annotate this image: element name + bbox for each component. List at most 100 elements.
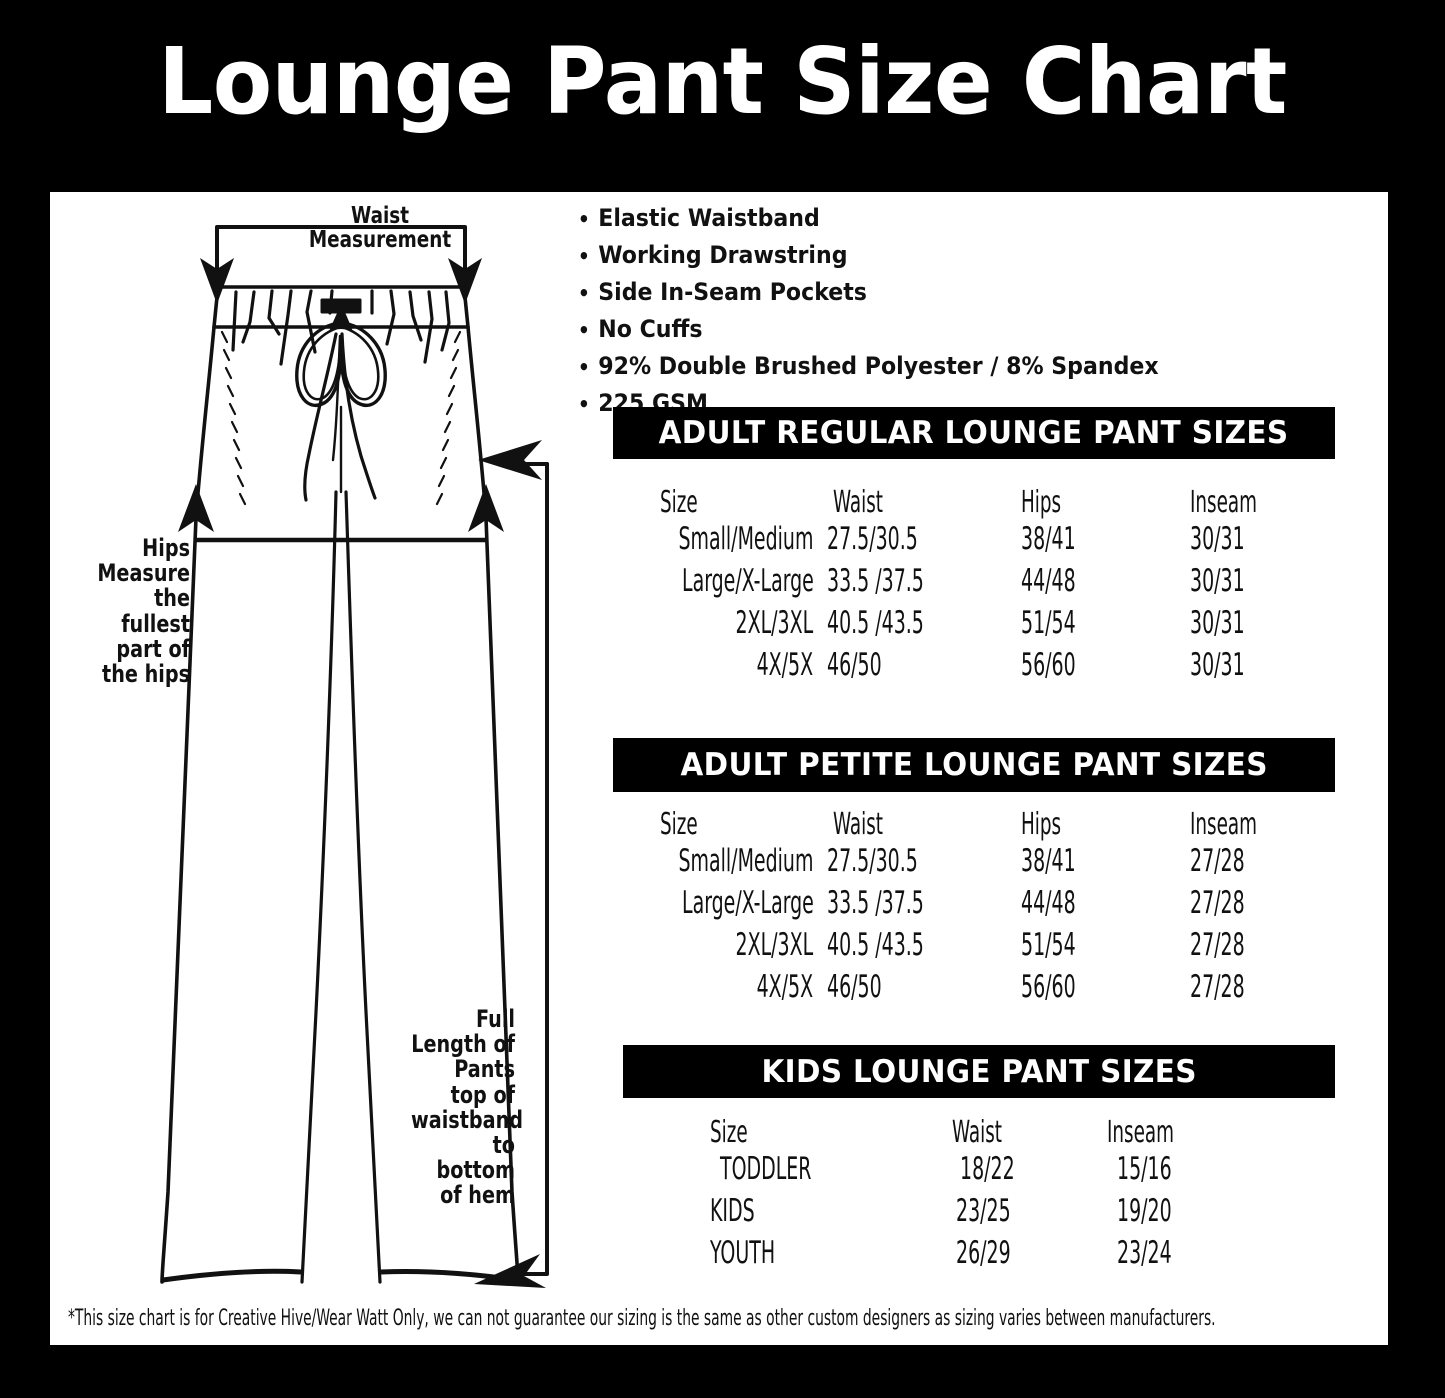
page-title: Lounge Pant Size Chart	[158, 28, 1287, 135]
table-adult-petite: Size Waist Hips Inseam Small/Medium 27.5…	[615, 792, 1345, 1008]
cell-inseam: 27/28	[1190, 968, 1245, 1005]
cell-inseam: 27/28	[1190, 884, 1245, 921]
feature-item: 92% Double Brushed Polyester / 8% Spande…	[578, 352, 1158, 380]
cell-hips: 44/48	[1021, 884, 1076, 921]
cell-size: YOUTH	[710, 1234, 776, 1271]
table-row: TODDLER 18/22 15/16	[615, 1148, 1335, 1190]
hips-label-line: Measure	[97, 559, 190, 588]
cell-waist: 40.5 /43.5	[827, 926, 925, 963]
cell-size: 4X/5X	[756, 968, 814, 1005]
cell-size: TODDLER	[720, 1150, 812, 1187]
hips-label-line: part of	[116, 634, 190, 663]
table-header-row: Size Waist Inseam	[615, 1100, 1335, 1148]
column-header-inseam: Inseam	[1190, 807, 1258, 842]
length-label-line: Pants	[454, 1055, 515, 1084]
section-header-kids: KIDS LOUNGE PANT SIZES	[623, 1045, 1335, 1098]
column-header-size: Size	[660, 807, 698, 842]
table-row: 2XL/3XL 40.5 /43.5 51/54 27/28	[615, 924, 1345, 966]
table-header-row: Size Waist Hips Inseam	[615, 792, 1345, 840]
cell-inseam: 27/28	[1190, 842, 1245, 879]
cell-hips: 51/54	[1021, 926, 1076, 963]
cell-hips: 56/60	[1021, 646, 1076, 683]
cell-waist: 18/22	[960, 1150, 1015, 1187]
cell-size: KIDS	[710, 1192, 755, 1229]
cell-inseam: 19/20	[1117, 1192, 1172, 1229]
section-header-kids-label: KIDS LOUNGE PANT SIZES	[761, 1053, 1197, 1090]
cell-size: 2XL/3XL	[735, 604, 814, 641]
hips-label-line: the hips	[102, 659, 190, 688]
cell-hips: 38/41	[1021, 842, 1076, 879]
disclaimer-text: *This size chart is for Creative Hive/We…	[68, 1306, 1216, 1331]
cell-waist: 33.5 /37.5	[827, 884, 925, 921]
table-header-row: Size Waist Hips Inseam	[615, 470, 1345, 518]
cell-inseam: 15/16	[1117, 1150, 1172, 1187]
feature-item: Working Drawstring	[578, 241, 1159, 269]
feature-item: No Cuffs	[578, 315, 1159, 343]
cell-hips: 38/41	[1021, 520, 1076, 557]
table-row: Small/Medium 27.5/30.5 38/41 30/31	[615, 518, 1345, 560]
cell-inseam: 30/31	[1190, 604, 1245, 641]
cell-waist: 46/50	[827, 646, 883, 683]
cell-inseam: 30/31	[1190, 520, 1245, 557]
feature-list: Elastic Waistband Working Drawstring Sid…	[578, 204, 1209, 426]
pants-illustration-svg	[160, 225, 549, 1288]
cell-inseam: 30/31	[1190, 562, 1245, 599]
cell-hips: 56/60	[1021, 968, 1076, 1005]
cell-size: Large/X-Large	[681, 884, 814, 921]
feature-item: Side In-Seam Pockets	[578, 278, 1159, 306]
length-label-line: of hem	[440, 1181, 515, 1210]
table-adult-regular: Size Waist Hips Inseam Small/Medium 27.5…	[615, 470, 1345, 686]
cell-size: Small/Medium	[678, 842, 814, 879]
column-header-hips: Hips	[1021, 807, 1062, 842]
section-header-adult-regular: ADULT REGULAR LOUNGE PANT SIZES	[613, 407, 1335, 459]
cell-size: 2XL/3XL	[735, 926, 814, 963]
feature-item: Elastic Waistband	[578, 204, 1159, 232]
column-header-waist: Waist	[952, 1115, 1002, 1150]
length-label-line: waistband	[411, 1105, 523, 1134]
table-row: 4X/5X 46/50 56/60 30/31	[615, 644, 1345, 686]
cell-waist: 27.5/30.5	[827, 842, 919, 879]
column-header-waist: Waist	[833, 807, 884, 842]
column-header-waist: Waist	[833, 485, 884, 520]
table-row: Large/X-Large 33.5 /37.5 44/48 27/28	[615, 882, 1345, 924]
section-header-adult-petite: ADULT PETITE LOUNGE PANT SIZES	[613, 738, 1335, 792]
length-label-line: Length of	[411, 1030, 515, 1059]
column-header-size: Size	[710, 1115, 748, 1150]
length-label-line: to bottom	[436, 1130, 515, 1185]
table-row: Large/X-Large 33.5 /37.5 44/48 30/31	[615, 560, 1345, 602]
cell-size: Small/Medium	[678, 520, 814, 557]
column-header-inseam: Inseam	[1190, 485, 1258, 520]
cell-waist: 33.5 /37.5	[827, 562, 925, 599]
table-row: 2XL/3XL 40.5 /43.5 51/54 30/31	[615, 602, 1345, 644]
table-row: KIDS 23/25 19/20	[615, 1190, 1335, 1232]
section-header-adult-regular-label: ADULT REGULAR LOUNGE PANT SIZES	[659, 415, 1289, 451]
pants-diagram: Waist Measurement Hips Measure the fulle…	[50, 192, 610, 1292]
column-header-hips: Hips	[1021, 485, 1062, 520]
section-header-adult-petite-label: ADULT PETITE LOUNGE PANT SIZES	[680, 747, 1268, 783]
cell-size: Large/X-Large	[681, 562, 814, 599]
column-header-inseam: Inseam	[1107, 1115, 1175, 1150]
cell-hips: 51/54	[1021, 604, 1076, 641]
cell-inseam: 27/28	[1190, 926, 1245, 963]
table-row: YOUTH 26/29 23/24	[615, 1232, 1335, 1274]
cell-inseam: 23/24	[1117, 1234, 1172, 1271]
length-label-line: top of	[450, 1080, 515, 1109]
hips-measurement-label: Hips Measure the fullest part of the hip…	[94, 534, 190, 688]
hips-label-line: the fullest	[121, 584, 190, 638]
table-kids: Size Waist Inseam TODDLER 18/22 15/16 KI…	[615, 1100, 1335, 1274]
cell-waist: 27.5/30.5	[827, 520, 919, 557]
length-label-line: Full	[476, 1005, 515, 1033]
cell-waist: 23/25	[956, 1192, 1011, 1229]
full-length-label: Full Length of Pants top of waistband to…	[411, 1005, 523, 1210]
cell-waist: 40.5 /43.5	[827, 604, 925, 641]
cell-waist: 46/50	[827, 968, 883, 1005]
waist-measurement-label: Waist Measurement	[308, 203, 452, 254]
white-content-panel: Waist Measurement Hips Measure the fulle…	[50, 192, 1388, 1345]
hips-label-line: Hips	[142, 534, 190, 562]
table-row: 4X/5X 46/50 56/60 27/28	[615, 966, 1345, 1008]
cell-waist: 26/29	[956, 1234, 1011, 1271]
cell-size: 4X/5X	[756, 646, 814, 683]
table-row: Small/Medium 27.5/30.5 38/41 27/28	[615, 840, 1345, 882]
cell-hips: 44/48	[1021, 562, 1076, 599]
